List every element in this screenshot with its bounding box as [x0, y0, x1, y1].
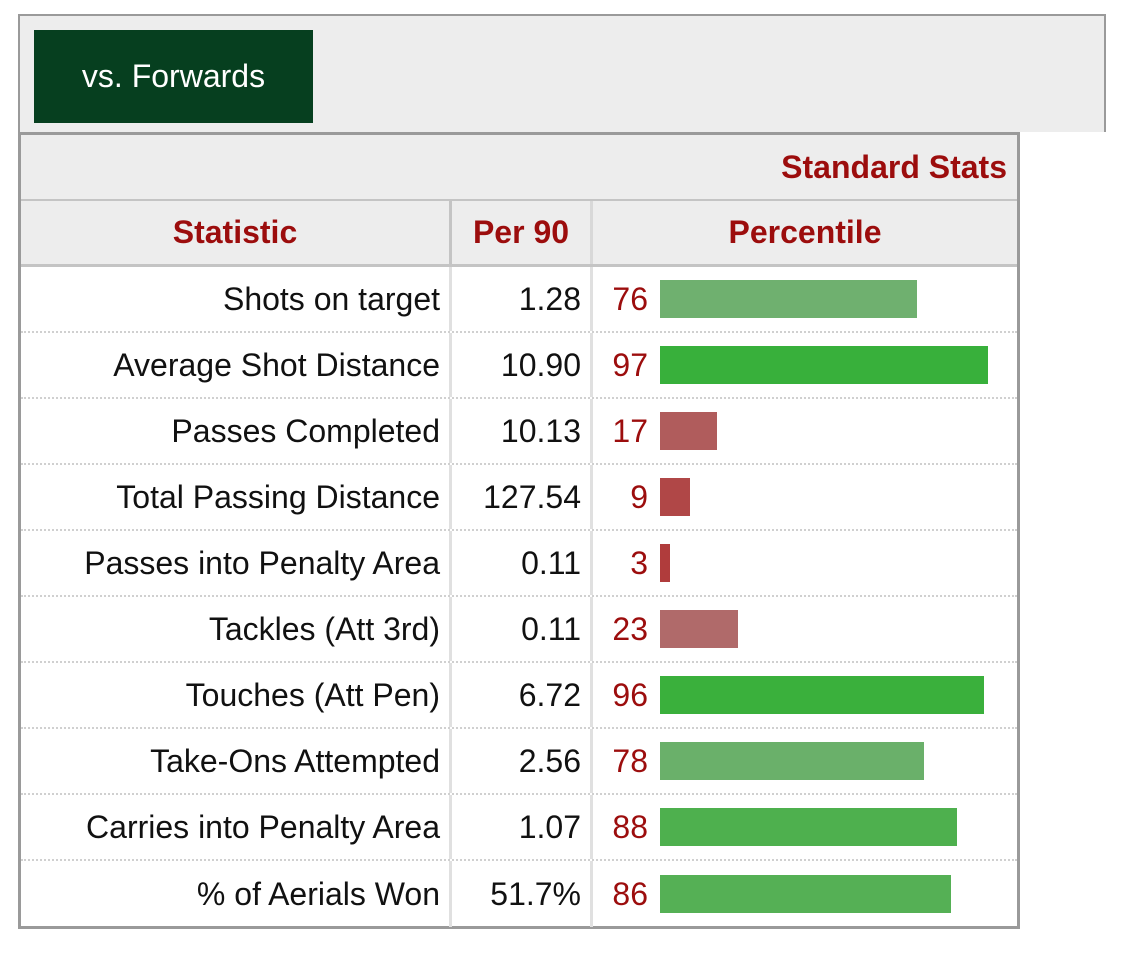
percentile-cell: 9: [593, 465, 1017, 529]
percentile-bar-track: [660, 412, 998, 450]
percentile-bar: [660, 808, 958, 846]
per90-cell: 10.90: [452, 333, 593, 397]
percentile-bar-track: [660, 346, 998, 384]
per90-cell: 2.56: [452, 729, 593, 793]
column-header-statistic[interactable]: Statistic: [21, 201, 452, 264]
table-row: Passes Completed 10.13 17: [21, 399, 1017, 465]
percentile-cell: 86: [593, 861, 1017, 927]
statistic-cell: Tackles (Att 3rd): [21, 597, 452, 661]
table-row: Total Passing Distance 127.54 9: [21, 465, 1017, 531]
statistic-cell: Carries into Penalty Area: [21, 795, 452, 859]
percentile-bar: [660, 280, 917, 318]
percentile-bar: [660, 346, 988, 384]
per90-cell: 0.11: [452, 531, 593, 595]
percentile-bar: [660, 742, 924, 780]
vs-forwards-button[interactable]: vs. Forwards: [34, 30, 313, 123]
statistic-cell: Take-Ons Attempted: [21, 729, 452, 793]
percentile-bar-track: [660, 478, 998, 516]
percentile-bar: [660, 875, 951, 913]
table-row: Touches (Att Pen) 6.72 96: [21, 663, 1017, 729]
table-row: Tackles (Att 3rd) 0.11 23: [21, 597, 1017, 663]
section-title: Standard Stats: [781, 148, 1007, 185]
percentile-value: 23: [612, 610, 648, 647]
percentile-cell: 17: [593, 399, 1017, 463]
statistic-cell: Passes into Penalty Area: [21, 531, 452, 595]
per90-cell: 10.13: [452, 399, 593, 463]
percentile-cell: 78: [593, 729, 1017, 793]
percentile-bar-track: [660, 742, 998, 780]
statistic-cell: Touches (Att Pen): [21, 663, 452, 727]
percentile-cell: 88: [593, 795, 1017, 859]
percentile-value: 17: [612, 412, 648, 449]
percentile-cell: 96: [593, 663, 1017, 727]
table-row: Take-Ons Attempted 2.56 78: [21, 729, 1017, 795]
table-row: Shots on target 1.28 76: [21, 267, 1017, 333]
section-header: Standard Stats: [21, 135, 1017, 201]
percentile-bar: [660, 610, 738, 648]
filter-panel: vs. Forwards: [18, 14, 1106, 132]
per90-cell: 6.72: [452, 663, 593, 727]
statistic-cell: Shots on target: [21, 267, 452, 331]
statistic-cell: Passes Completed: [21, 399, 452, 463]
per90-cell: 1.28: [452, 267, 593, 331]
statistic-cell: Total Passing Distance: [21, 465, 452, 529]
percentile-value: 96: [612, 676, 648, 713]
statistic-cell: Average Shot Distance: [21, 333, 452, 397]
table-row: Average Shot Distance 10.90 97: [21, 333, 1017, 399]
percentile-value: 3: [630, 544, 648, 581]
percentile-bar: [660, 478, 691, 516]
percentile-value: 78: [612, 742, 648, 779]
percentile-cell: 23: [593, 597, 1017, 661]
table-row: Passes into Penalty Area 0.11 3: [21, 531, 1017, 597]
percentile-bar-track: [660, 875, 998, 913]
percentile-value: 97: [612, 346, 648, 383]
stats-table: Standard Stats Statistic Per 90 Percenti…: [18, 132, 1020, 929]
percentile-cell: 3: [593, 531, 1017, 595]
percentile-value: 88: [612, 808, 648, 845]
percentile-bar-track: [660, 280, 998, 318]
per90-cell: 1.07: [452, 795, 593, 859]
column-header-per90[interactable]: Per 90: [452, 201, 593, 264]
table-body: Shots on target 1.28 76 Average Shot Distan…: [21, 267, 1017, 927]
per90-cell: 127.54: [452, 465, 593, 529]
percentile-value: 76: [612, 280, 648, 317]
table-row: % of Aerials Won 51.7% 86: [21, 861, 1017, 927]
statistic-cell: % of Aerials Won: [21, 861, 452, 927]
percentile-bar: [660, 412, 718, 450]
per90-cell: 0.11: [452, 597, 593, 661]
percentile-bar-track: [660, 544, 998, 582]
column-header-percentile[interactable]: Percentile: [728, 214, 882, 250]
percentile-cell: 76: [593, 267, 1017, 331]
column-header-row: Statistic Per 90 Percentile: [21, 201, 1017, 267]
percentile-cell: 97: [593, 333, 1017, 397]
percentile-bar-track: [660, 808, 998, 846]
percentile-bar-track: [660, 676, 998, 714]
per90-cell: 51.7%: [452, 861, 593, 927]
table-row: Carries into Penalty Area 1.07 88: [21, 795, 1017, 861]
percentile-value: 9: [630, 478, 648, 515]
percentile-bar: [660, 544, 671, 582]
percentile-bar-track: [660, 610, 998, 648]
percentile-bar: [660, 676, 985, 714]
percentile-value: 86: [612, 875, 648, 912]
